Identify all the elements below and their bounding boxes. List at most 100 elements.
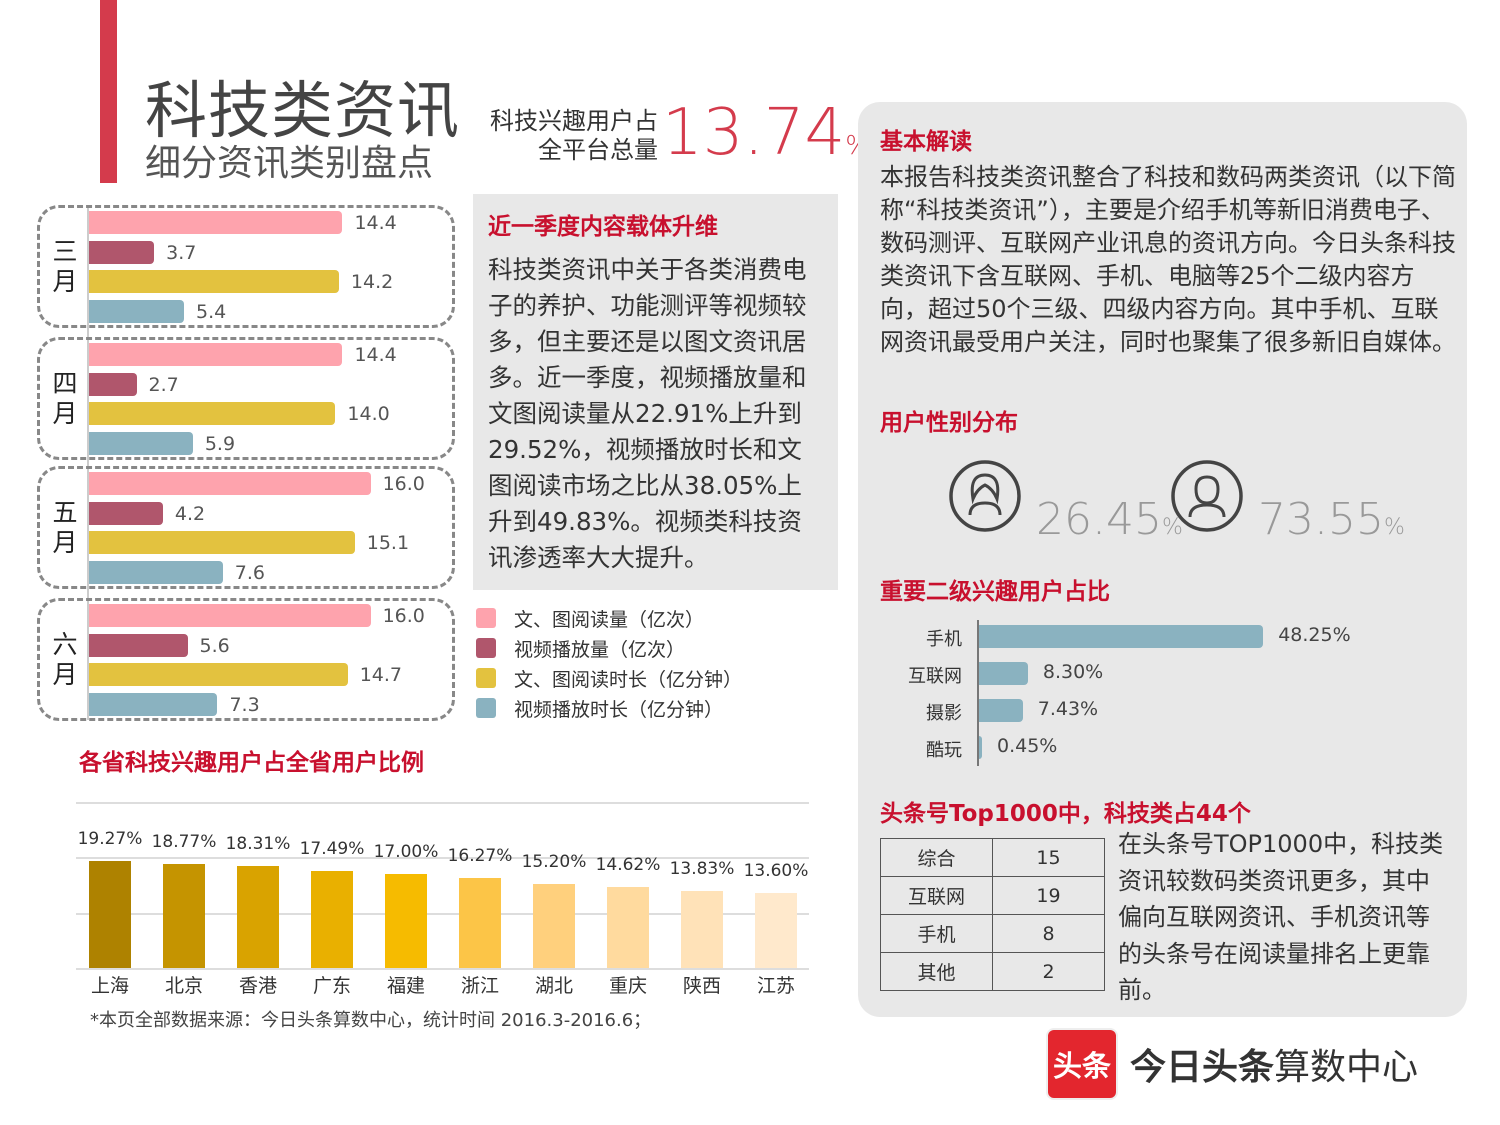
province-bar-value: 17.49%	[299, 838, 365, 859]
month-bar-value: 5.4	[196, 300, 227, 323]
logo: 头条 今日头条算数中心	[1048, 1030, 1418, 1098]
grid-line	[76, 912, 809, 915]
table-cell: 互联网	[880, 876, 993, 915]
month-bar	[89, 299, 185, 323]
legend-item: 文、图阅读量（亿次）	[476, 603, 742, 633]
interest-label: 手机	[926, 629, 962, 650]
month-bar-value: 14.2	[350, 271, 394, 293]
month-label-char: 月	[52, 267, 78, 296]
interest-value: 0.45%	[997, 735, 1058, 757]
month-bar-value: 16.0	[382, 473, 425, 495]
province-label: 上海	[90, 975, 129, 997]
legend-item: 视频播放时长（亿分钟）	[476, 693, 742, 723]
interest-bar	[979, 662, 1028, 685]
month-bar-value: 16.0	[382, 605, 425, 627]
month-group-box	[37, 205, 455, 328]
panel1-text: 科技类资讯中关于各类消费电子的养护、功能测评等视频较多，但主要还是以图文资讯居多…	[488, 255, 807, 572]
legend-swatch	[476, 638, 496, 658]
logo-text: 今日头条算数中心	[1130, 1047, 1419, 1088]
month-bar	[89, 402, 336, 425]
female-unit: %	[1161, 515, 1183, 540]
interest-bar	[979, 699, 1023, 722]
panel1-heading: 近一季度内容载体升维	[488, 214, 718, 240]
panel-content-upgrade	[473, 194, 838, 590]
province-bar-value: 18.31%	[225, 834, 291, 855]
month-bar-value: 14.7	[359, 664, 403, 686]
legend-label: 文、图阅读时长（亿分钟）	[514, 668, 743, 691]
male-value: 73.55	[1258, 494, 1384, 545]
month-bar-value: 14.4	[354, 344, 397, 366]
province-bar	[89, 861, 131, 968]
month-bar	[89, 270, 339, 293]
basic-interpretation-heading: 基本解读	[880, 129, 972, 155]
month-bar	[89, 633, 188, 657]
table-cell: 19	[992, 876, 1105, 915]
table-row: 其他 2	[880, 952, 1105, 991]
month-bar-value: 5.9	[204, 432, 236, 455]
province-bar	[163, 863, 205, 968]
province-bar-value: 15.20%	[521, 851, 587, 872]
month-bar-value: 15.1	[366, 532, 410, 554]
month-bar-value: 3.7	[166, 241, 197, 264]
table-row: 互联网 19	[880, 876, 1105, 915]
share-value: 13.74%	[662, 96, 870, 170]
month-bar	[89, 240, 155, 264]
province-bar-value: 18.77%	[151, 831, 217, 852]
province-bar	[237, 866, 279, 968]
month-bar-value: 2.7	[148, 373, 179, 396]
province-label: 湖北	[534, 975, 573, 997]
month-bar	[89, 472, 371, 495]
province-bar-value: 13.83%	[669, 859, 735, 880]
month-bar-value: 14.4	[354, 212, 397, 234]
province-label: 北京	[164, 975, 203, 997]
table-cell: 手机	[880, 914, 993, 953]
month-bar	[89, 343, 343, 366]
table-cell: 2	[992, 952, 1105, 991]
month-label-char: 五	[52, 498, 78, 527]
province-label: 重庆	[608, 975, 647, 997]
interest-value: 48.25%	[1278, 624, 1351, 646]
table-row: 手机 8	[880, 914, 1105, 953]
top1000-table: 综合 15 互联网 19 手机 8 其他 2	[880, 838, 1105, 991]
interest-bar	[979, 625, 1264, 648]
month-label: 三月	[50, 237, 80, 297]
legend-swatch	[476, 698, 496, 718]
month-bar	[89, 663, 348, 686]
month-label: 六月	[50, 630, 80, 690]
province-bar-value: 16.27%	[447, 845, 513, 866]
month-bar-value: 14.0	[347, 403, 390, 425]
province-bar-value: 13.60%	[743, 860, 809, 881]
province-bar-value: 19.27%	[77, 829, 143, 850]
share-label-line2: 全平台总量	[538, 136, 658, 164]
month-group-box	[37, 337, 455, 460]
month-label-char: 月	[52, 399, 78, 428]
month-group-box	[37, 466, 455, 589]
grid-line	[76, 857, 809, 859]
month-bar	[89, 604, 371, 627]
month-group-box	[37, 598, 455, 721]
legend-swatch	[476, 668, 496, 688]
grid-line	[76, 801, 809, 804]
legend-swatch	[476, 608, 496, 628]
month-bar	[89, 372, 137, 396]
share-label-line1: 科技兴趣用户占	[490, 107, 658, 135]
province-bar	[533, 883, 575, 968]
table-cell: 综合	[880, 838, 993, 877]
province-bar	[607, 886, 649, 968]
top1000-text: 在头条号TOP1000中，科技类资讯较数码类资讯更多，其中偏向互联网资讯、手机资…	[1118, 830, 1444, 1004]
province-label: 香港	[238, 975, 277, 997]
table-cell: 8	[992, 914, 1105, 953]
month-label: 五月	[50, 498, 80, 558]
interest-label: 互联网	[908, 666, 962, 687]
province-bar	[459, 877, 501, 968]
province-label: 浙江	[460, 975, 499, 997]
month-axis-line	[87, 205, 89, 720]
interest-axis-line	[977, 620, 979, 766]
month-bar-value: 4.2	[174, 502, 206, 525]
month-bar	[89, 431, 193, 455]
interest-label: 摄影	[926, 703, 962, 724]
basic-interpretation-text: 本报告科技类资讯整合了科技和数码两类资讯（以下简称“科技类资讯”），主要是介绍手…	[880, 163, 1456, 356]
legend-label: 视频播放量（亿次）	[514, 638, 686, 661]
share-number: 13.74	[662, 96, 846, 170]
female-percent: 26.45%	[1036, 494, 1183, 545]
